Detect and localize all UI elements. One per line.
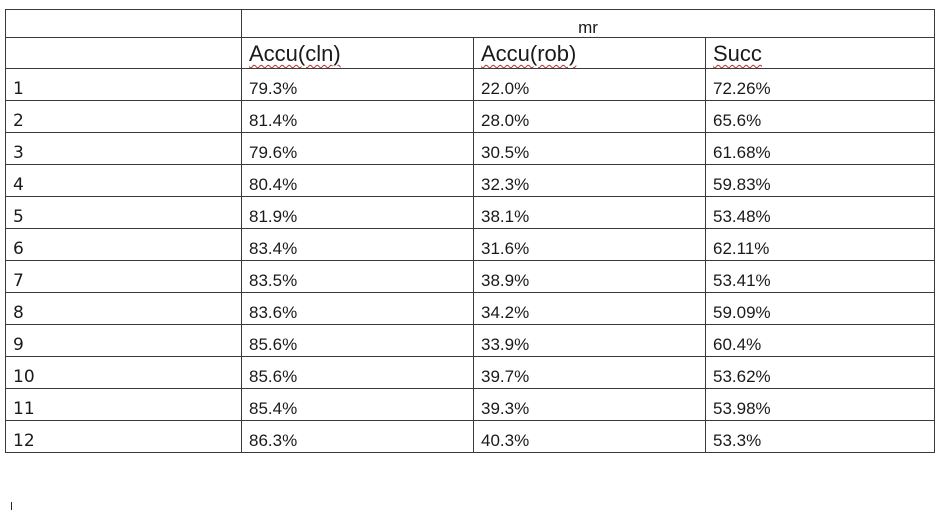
- column-header-succ: Succ: [713, 41, 762, 66]
- column-header-cell: Accu(cln): [241, 37, 474, 69]
- table-row: 11 85.4% 39.3% 53.98%: [5, 388, 936, 421]
- table-row: 8 83.6% 34.2% 59.09%: [5, 292, 936, 325]
- table-cell: 86.3%: [241, 420, 474, 453]
- table-cell: 53.98%: [704, 388, 936, 421]
- table-row: 7 83.5% 38.9% 53.41%: [5, 260, 936, 293]
- table-cell: 61.68%: [704, 132, 936, 165]
- table-cell: 60.4%: [704, 324, 936, 357]
- table-cell: 85.6%: [241, 356, 474, 389]
- row-label-cell: 10: [5, 356, 242, 389]
- row-label-cell: 12: [5, 420, 242, 453]
- table-cell: 59.09%: [704, 292, 936, 325]
- table-cell: 83.4%: [241, 228, 474, 261]
- table-row: 1 79.3% 22.0% 72.26%: [5, 68, 936, 101]
- row-label-cell: 6: [5, 228, 242, 261]
- table-row: 3 79.6% 30.5% 61.68%: [5, 132, 936, 165]
- table-cell: 30.5%: [473, 132, 706, 165]
- table-row: 9 85.6% 33.9% 60.4%: [5, 324, 936, 357]
- table-cell: 53.48%: [704, 196, 936, 229]
- table-cell: 32.3%: [473, 164, 706, 197]
- column-header-row: Accu(cln) Accu(rob) Succ: [5, 37, 936, 69]
- table-cell: 22.0%: [473, 68, 706, 101]
- row-label-cell: 3: [5, 132, 242, 165]
- row-label-cell: 8: [5, 292, 242, 325]
- table-row: 2 81.4% 28.0% 65.6%: [5, 100, 936, 133]
- results-table: mr Accu(cln) Accu(rob) Succ 1 79.3% 22.0% 7…: [5, 9, 936, 453]
- table-cell: 65.6%: [704, 100, 936, 133]
- group-header-label: mr: [578, 18, 598, 37]
- row-label-cell: 2: [5, 100, 242, 133]
- table-cell: 83.5%: [241, 260, 474, 293]
- table-row: 4 80.4% 32.3% 59.83%: [5, 164, 936, 197]
- table-cell: 38.9%: [473, 260, 706, 293]
- table-cell: 81.4%: [241, 100, 474, 133]
- column-header-cell: Succ: [704, 37, 936, 69]
- group-header-row: mr: [5, 9, 936, 38]
- row-label-cell: 5: [5, 196, 242, 229]
- table-cell: 81.9%: [241, 196, 474, 229]
- table-row: 5 81.9% 38.1% 53.48%: [5, 196, 936, 229]
- table-cell: 38.1%: [473, 196, 706, 229]
- table-cell: 31.6%: [473, 228, 706, 261]
- table-cell: 40.3%: [473, 420, 706, 453]
- group-header-cell: mr: [240, 9, 936, 38]
- row-label-cell: 4: [5, 164, 242, 197]
- table-cell: 59.83%: [704, 164, 936, 197]
- table-row: 12 86.3% 40.3% 53.3%: [5, 420, 936, 453]
- table-cell: 39.7%: [473, 356, 706, 389]
- table-cell: 28.0%: [473, 100, 706, 133]
- table-cell: 79.6%: [241, 132, 474, 165]
- row-label-cell: 7: [5, 260, 242, 293]
- table-cell: 33.9%: [473, 324, 706, 357]
- table-cell: 53.41%: [704, 260, 936, 293]
- table-cell: 85.6%: [241, 324, 474, 357]
- column-header-cell: Accu(rob): [473, 37, 706, 69]
- table-row: 6 83.4% 31.6% 62.11%: [5, 228, 936, 261]
- table-cell: 53.62%: [704, 356, 936, 389]
- table-cell: 39.3%: [473, 388, 706, 421]
- header-corner-cell: [5, 37, 242, 69]
- row-label-cell: 1: [5, 68, 242, 101]
- table-cell: 34.2%: [473, 292, 706, 325]
- table-cell: 62.11%: [704, 228, 936, 261]
- table-cell: 72.26%: [704, 68, 936, 101]
- table-cell: 79.3%: [241, 68, 474, 101]
- table-cell: 83.6%: [241, 292, 474, 325]
- corner-cell: [5, 9, 242, 38]
- row-label-cell: 11: [5, 388, 242, 421]
- table-cell: 85.4%: [241, 388, 474, 421]
- row-label-cell: 9: [5, 324, 242, 357]
- text-cursor: [11, 502, 12, 510]
- table-cell: 80.4%: [241, 164, 474, 197]
- table-cell: 53.3%: [704, 420, 936, 453]
- table-row: 10 85.6% 39.7% 53.62%: [5, 356, 936, 389]
- column-header-accu-rob: Accu(rob): [481, 41, 577, 66]
- column-header-accu-cln: Accu(cln): [249, 41, 341, 66]
